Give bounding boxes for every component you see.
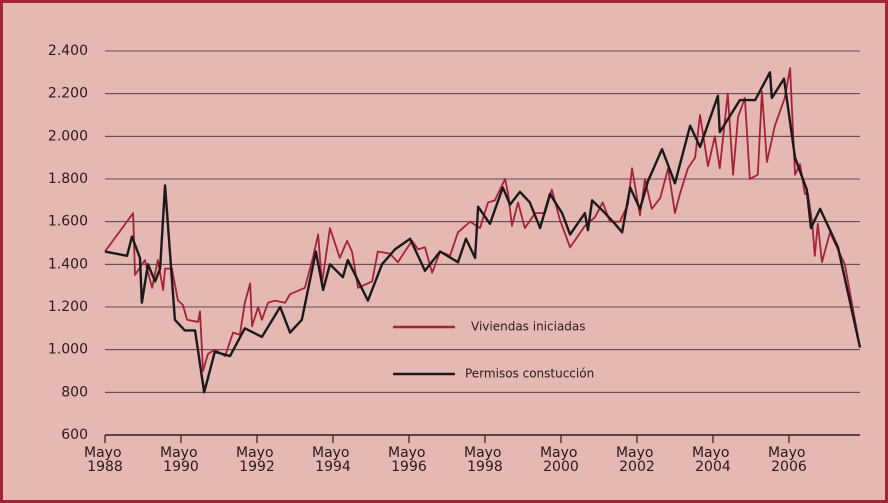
x-tick-label-line: Mayo	[616, 445, 658, 461]
x-tick-label-line: Mayo	[540, 445, 582, 461]
y-tick-label: 2.200	[48, 86, 88, 102]
x-tick-label: Mayo 2002	[616, 445, 658, 475]
y-tick-label: 2.000	[48, 128, 88, 144]
x-tick-label-line: Mayo	[692, 445, 734, 461]
x-tick-label-line: 2002	[619, 459, 655, 475]
x-tick-label-line: Mayo	[312, 445, 354, 461]
x-tick-label-line: 1988	[87, 459, 123, 475]
y-tick-label: 600	[61, 427, 88, 443]
x-tick-label: Mayo 2006	[768, 445, 810, 475]
x-tick-label: Mayo 2000	[540, 445, 582, 475]
x-tick-label-line: Mayo	[388, 445, 430, 461]
x-tick-label: Mayo 1990	[160, 445, 202, 475]
y-tick-label: 1.000	[48, 342, 88, 358]
x-tick-label-line: 2006	[771, 459, 807, 475]
x-tick-label-line: 2004	[695, 459, 731, 475]
y-tick-label: 800	[61, 384, 88, 400]
x-tick-label-line: Mayo	[464, 445, 506, 461]
x-tick-label-line: 2000	[543, 459, 579, 475]
y-tick-label: 1.600	[48, 214, 88, 230]
x-tick-label: Mayo 1998	[464, 445, 506, 475]
series-line	[104, 67, 861, 372]
x-tick-label-line: Mayo	[768, 445, 810, 461]
y-tick-label: 1.200	[48, 299, 88, 315]
series-line	[104, 71, 862, 394]
x-tick-label-line: Mayo	[236, 445, 278, 461]
x-tick-label: Mayo 1988	[84, 445, 126, 475]
y-tick-label: 1.400	[48, 256, 88, 272]
x-tick-label: Mayo 2004	[692, 445, 734, 475]
x-tick-label: Mayo 1992	[236, 445, 278, 475]
legend-label: Viviendas iniciadas	[471, 320, 586, 334]
x-tick-label: Mayo 1994	[312, 445, 354, 475]
x-tick-label-line: 1990	[163, 459, 199, 475]
y-tick-label: 1.800	[48, 171, 88, 187]
x-tick-label-line: Mayo	[84, 445, 126, 461]
x-tick-label-line: 1998	[467, 459, 503, 475]
legend-label: Permisos constucción	[465, 367, 594, 381]
x-tick-label-line: 1992	[239, 459, 275, 475]
x-tick-label-line: 1994	[315, 459, 351, 475]
x-tick-label-line: Mayo	[160, 445, 202, 461]
y-tick-label: 2.400	[48, 43, 88, 59]
x-tick-label-line: 1996	[391, 459, 427, 475]
x-tick-label: Mayo 1996	[388, 445, 430, 475]
